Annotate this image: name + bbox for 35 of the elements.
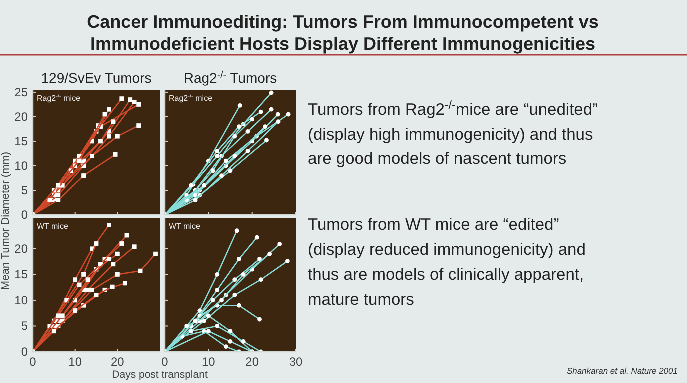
text: are good models of nascent tumors <box>308 150 567 168</box>
x-axis-title: Days post transplant <box>112 369 208 381</box>
x-tick-label: 10 <box>202 355 216 369</box>
text: Tumors from WT mice are “edited” <box>308 216 560 234</box>
text: Tumors from Rag2$^{-/-}$mice are “unedited” <box>308 100 598 119</box>
y-tick-label: 20 <box>14 110 28 124</box>
annotation: Rag2$^{-/-}$ mice <box>37 93 82 103</box>
text: thus are models of clinically apparent, <box>308 266 584 284</box>
y-tick-label: 0 <box>21 345 28 359</box>
y-tick-label: 10 <box>14 293 28 308</box>
y-tick-label: 15 <box>14 134 28 148</box>
annotation: WT mice <box>37 222 69 231</box>
x-tick-label: 20 <box>110 355 125 369</box>
text: (display high immunogenicity) and thus <box>308 126 594 144</box>
chart-title: Rag2$^{-/-}$ Tumors <box>184 70 278 86</box>
x-tick-label: 30 <box>289 355 303 369</box>
text: mature tumors <box>308 291 414 309</box>
y-tick-label: 0 <box>21 208 28 222</box>
chart-title: 129/SvEv Tumors <box>41 70 152 86</box>
text: Cancer Immunoediting: Tumors From Immunocompetent vs Immunodeficient Hosts Display Different Immunogenicities <box>87 12 599 54</box>
annotation: Rag2$^{-/-}$ mice <box>169 93 214 103</box>
x-tick-label: 10 <box>68 355 82 369</box>
text: Shankaran et al. Nature 2001 <box>566 366 678 376</box>
x-tick-label: 20 <box>246 355 260 369</box>
annotation: WT mice <box>169 222 201 231</box>
y-tick-label: 20 <box>14 242 28 256</box>
y-tick-label: 15 <box>14 268 28 282</box>
y-tick-label: 25 <box>14 85 28 100</box>
y-axis-title: Mean Tumor Diameter (mm) <box>0 152 12 290</box>
x-tick-label: 0 <box>162 355 169 369</box>
y-tick-label: 10 <box>14 158 28 173</box>
text: (display reduced immunogenicity) and <box>308 241 586 259</box>
y-tick-label: 5 <box>21 319 28 334</box>
y-tick-label: 5 <box>21 183 28 198</box>
x-tick-label: 0 <box>30 355 37 369</box>
